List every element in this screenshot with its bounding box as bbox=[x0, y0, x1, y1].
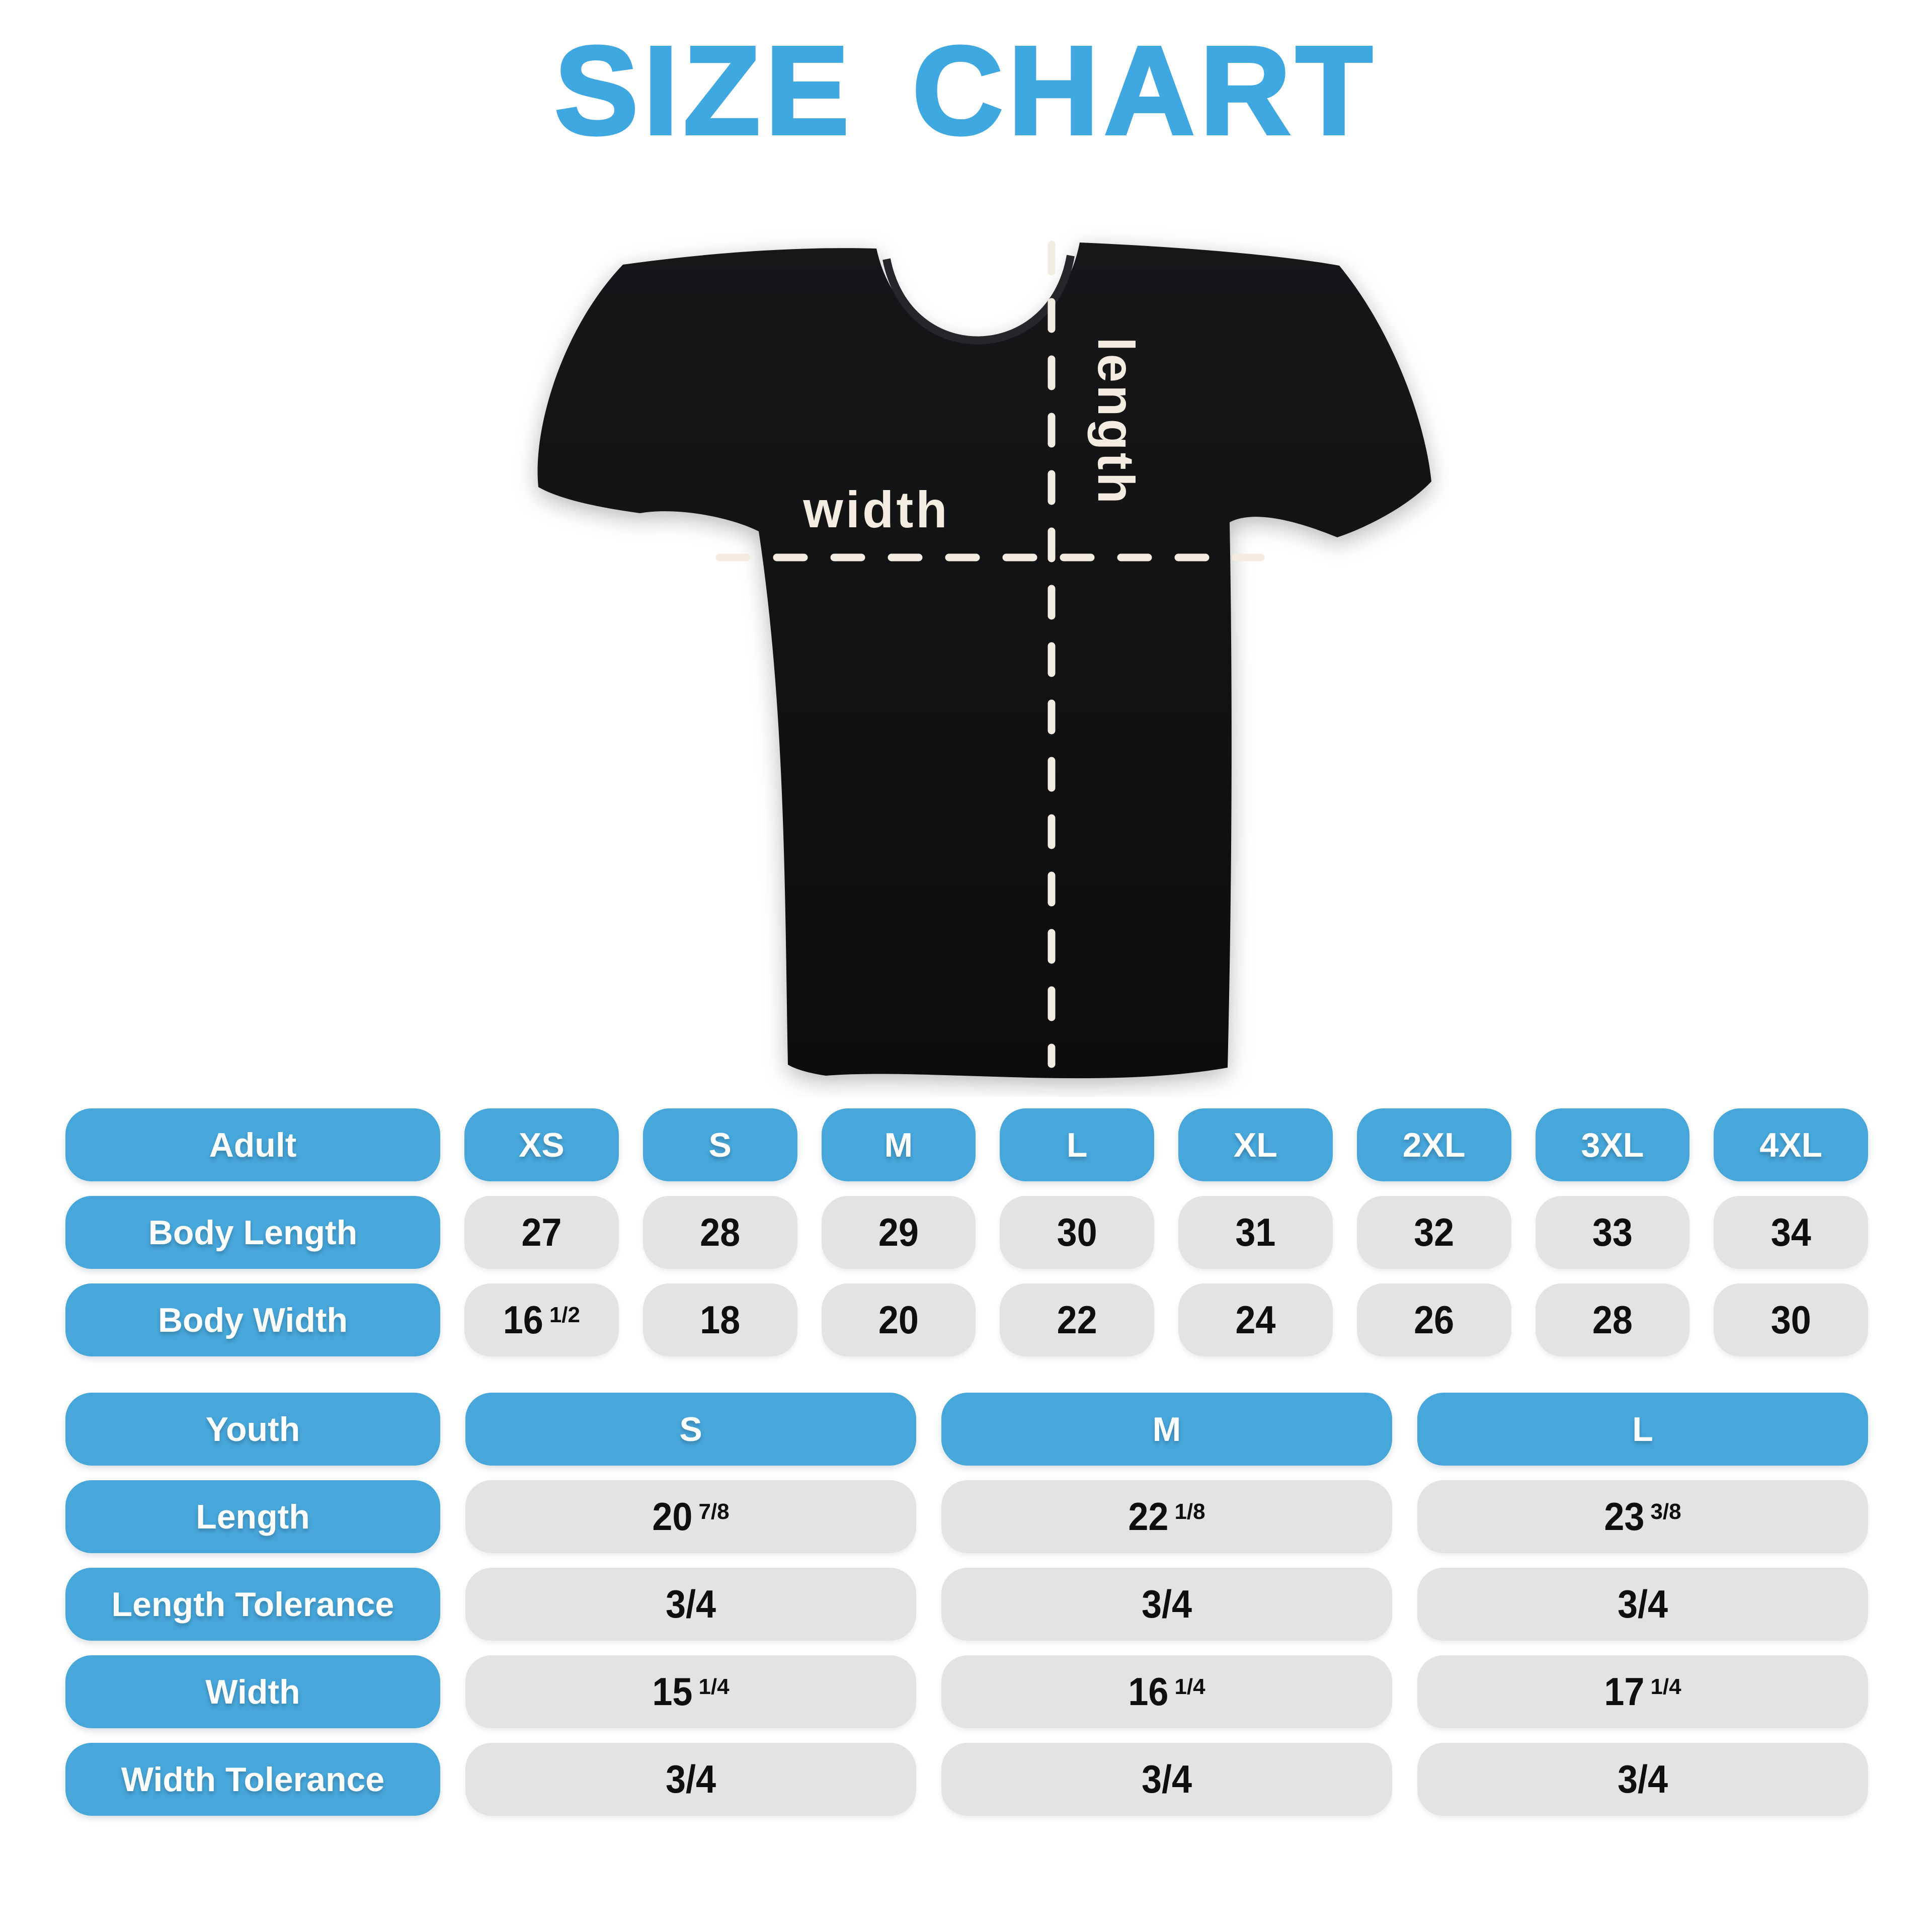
youth-length-tolerance-cell-m: 3/4 bbox=[941, 1568, 1392, 1641]
youth-table-label: Youth bbox=[65, 1393, 440, 1466]
youth-length-tolerance-cell-s: 3/4 bbox=[465, 1568, 916, 1641]
body-length-cell-s: 28 bbox=[642, 1196, 797, 1269]
tshirt-graphic: width length bbox=[537, 240, 1431, 1079]
body-width-cell-3xl: 28 bbox=[1535, 1283, 1690, 1356]
adult-size-header-2xl: 2XL bbox=[1356, 1108, 1511, 1181]
body-width-cell-l: 22 bbox=[1000, 1283, 1154, 1356]
youth-width-cell-m: 16 1/4 bbox=[941, 1655, 1392, 1728]
youth-length-tolerance-cell-l: 3/4 bbox=[1417, 1568, 1868, 1641]
youth-width-cell-s: 15 1/4 bbox=[465, 1655, 916, 1728]
body-width-cell-2xl: 26 bbox=[1356, 1283, 1511, 1356]
youth-length-cell-s: 20 7/8 bbox=[465, 1480, 916, 1553]
body-width-cell-xl: 24 bbox=[1178, 1283, 1333, 1356]
adult-size-header-4xl: 4XL bbox=[1714, 1108, 1868, 1181]
adult-size-header-xl: XL bbox=[1178, 1108, 1333, 1181]
adult-row-label-body-width: Body Width bbox=[65, 1283, 440, 1356]
youth-length-cell-l: 23 3/8 bbox=[1417, 1480, 1868, 1553]
tshirt-diagram: width length bbox=[503, 211, 1449, 1097]
youth-width-cell-l: 17 1/4 bbox=[1417, 1655, 1868, 1728]
youth-row-label-width-tolerance: Width Tolerance bbox=[65, 1743, 440, 1816]
adult-size-header-m: M bbox=[821, 1108, 976, 1181]
page-title: SIZE CHART bbox=[553, 20, 1378, 161]
adult-size-header-3xl: 3XL bbox=[1535, 1108, 1690, 1181]
length-label: length bbox=[1087, 337, 1145, 506]
youth-row-label-width: Width bbox=[65, 1655, 440, 1728]
youth-width-tolerance-cell-m: 3/4 bbox=[941, 1743, 1392, 1816]
youth-size-header-m: M bbox=[941, 1393, 1392, 1466]
youth-row-label-length-tolerance: Length Tolerance bbox=[65, 1568, 440, 1641]
youth-width-tolerance-cell-s: 3/4 bbox=[465, 1743, 916, 1816]
collar-seam bbox=[882, 255, 1075, 345]
body-length-cell-xl: 31 bbox=[1178, 1196, 1333, 1269]
adult-row-label-body-length: Body Length bbox=[65, 1196, 440, 1269]
body-width-cell-s: 18 bbox=[642, 1283, 797, 1356]
body-length-cell-m: 29 bbox=[821, 1196, 976, 1269]
youth-size-table: Youth S M L Length 20 7/8 22 1/8 23 3/8 Len… bbox=[65, 1393, 1868, 1816]
adult-size-table: Adult XS S M L XL 2XL 3XL 4XL Body Lengt… bbox=[65, 1108, 1868, 1356]
body-width-cell-4xl: 30 bbox=[1714, 1283, 1868, 1356]
tshirt-silhouette bbox=[537, 243, 1431, 1079]
body-width-cell-m: 20 bbox=[821, 1283, 976, 1356]
adult-table-label: Adult bbox=[65, 1108, 440, 1181]
adult-size-header-xs: XS bbox=[464, 1108, 619, 1181]
body-width-cell-xs: 16 1/2 bbox=[464, 1283, 619, 1356]
width-label: width bbox=[802, 481, 949, 538]
adult-size-header-l: L bbox=[1000, 1108, 1154, 1181]
body-length-cell-3xl: 33 bbox=[1535, 1196, 1690, 1269]
body-length-cell-4xl: 34 bbox=[1714, 1196, 1868, 1269]
body-length-cell-l: 30 bbox=[1000, 1196, 1154, 1269]
youth-width-tolerance-cell-l: 3/4 bbox=[1417, 1743, 1868, 1816]
youth-size-header-l: L bbox=[1417, 1393, 1868, 1466]
adult-size-header-s: S bbox=[642, 1108, 797, 1181]
youth-size-header-s: S bbox=[465, 1393, 916, 1466]
youth-row-label-length: Length bbox=[65, 1480, 440, 1553]
youth-length-cell-m: 22 1/8 bbox=[941, 1480, 1392, 1553]
body-length-cell-xs: 27 bbox=[464, 1196, 619, 1269]
body-length-cell-2xl: 32 bbox=[1356, 1196, 1511, 1269]
